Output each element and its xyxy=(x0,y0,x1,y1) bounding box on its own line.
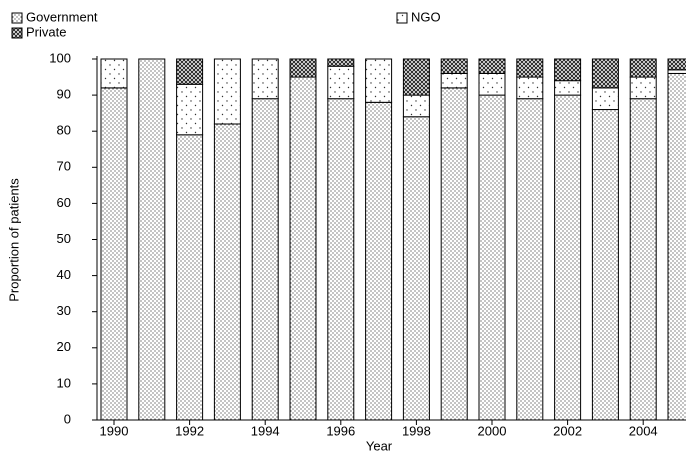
x-tick-label: 1992 xyxy=(175,423,204,438)
bar-segment xyxy=(554,94,582,421)
bar-segment xyxy=(289,58,317,78)
bar-segment xyxy=(591,109,619,421)
x-tick-label: 1996 xyxy=(326,423,355,438)
y-tick-label: 100 xyxy=(49,50,71,65)
y-tick-label: 10 xyxy=(57,375,71,390)
legend-swatch xyxy=(11,12,23,24)
x-axis-label: Year xyxy=(366,438,393,453)
bar-segment xyxy=(176,134,204,421)
bar-segment xyxy=(176,58,204,85)
bar-segment xyxy=(591,87,619,111)
bar-segment xyxy=(516,58,544,78)
bar-segment xyxy=(327,58,355,67)
bar-segment xyxy=(629,98,657,421)
bar-segment xyxy=(138,58,166,421)
bar-segment xyxy=(213,58,241,125)
legend-label: NGO xyxy=(411,9,441,24)
bar-segment xyxy=(402,116,430,421)
bar-segment xyxy=(251,98,279,421)
bar-segment xyxy=(402,58,430,96)
legend-label: Government xyxy=(26,9,98,24)
bar-segment xyxy=(667,72,686,421)
bar-segment xyxy=(289,76,317,421)
y-tick-label: 60 xyxy=(57,195,71,210)
bar-segment xyxy=(440,87,468,421)
bar-segment xyxy=(440,72,468,89)
bar-segment xyxy=(100,87,128,421)
legend-swatch xyxy=(11,27,23,39)
y-axis-label: Proportion of patients xyxy=(6,178,21,302)
legend-label: Private xyxy=(26,24,66,39)
bar-segment xyxy=(629,76,657,100)
x-tick-label: 2004 xyxy=(629,423,658,438)
y-tick-label: 40 xyxy=(57,267,71,282)
bar-segment xyxy=(251,58,279,100)
bar-segment xyxy=(402,94,430,118)
bar-segment xyxy=(516,98,544,421)
bar-segment xyxy=(176,83,204,136)
bar-segment xyxy=(591,58,619,89)
bar-segment xyxy=(213,123,241,421)
bar-segment xyxy=(365,58,393,103)
bar-segment xyxy=(667,69,686,74)
bar-segment xyxy=(327,65,355,100)
bar-segment xyxy=(554,80,582,96)
x-tick-label: 2002 xyxy=(553,423,582,438)
bar-segment xyxy=(440,58,468,74)
y-tick-label: 20 xyxy=(57,339,71,354)
bar-segment xyxy=(516,76,544,100)
y-tick-label: 30 xyxy=(57,303,71,318)
bar-segment xyxy=(100,58,128,89)
bar-segment xyxy=(365,101,393,421)
y-tick-label: 80 xyxy=(57,123,71,138)
y-tick-label: 70 xyxy=(57,159,71,174)
y-tick-label: 90 xyxy=(57,87,71,102)
bar-segment xyxy=(478,94,506,421)
bar-segment xyxy=(554,58,582,82)
y-tick-label: 0 xyxy=(64,411,71,426)
bar-segment xyxy=(327,98,355,421)
x-tick-label: 1990 xyxy=(100,423,129,438)
legend-swatch xyxy=(396,12,408,24)
x-tick-label: 2000 xyxy=(478,423,507,438)
bar-segment xyxy=(478,72,506,96)
x-tick-label: 1998 xyxy=(402,423,431,438)
bar-segment xyxy=(667,58,686,71)
y-tick-label: 50 xyxy=(57,231,71,246)
bar-segment xyxy=(629,58,657,78)
x-tick-label: 1994 xyxy=(251,423,280,438)
bar-segment xyxy=(478,58,506,74)
